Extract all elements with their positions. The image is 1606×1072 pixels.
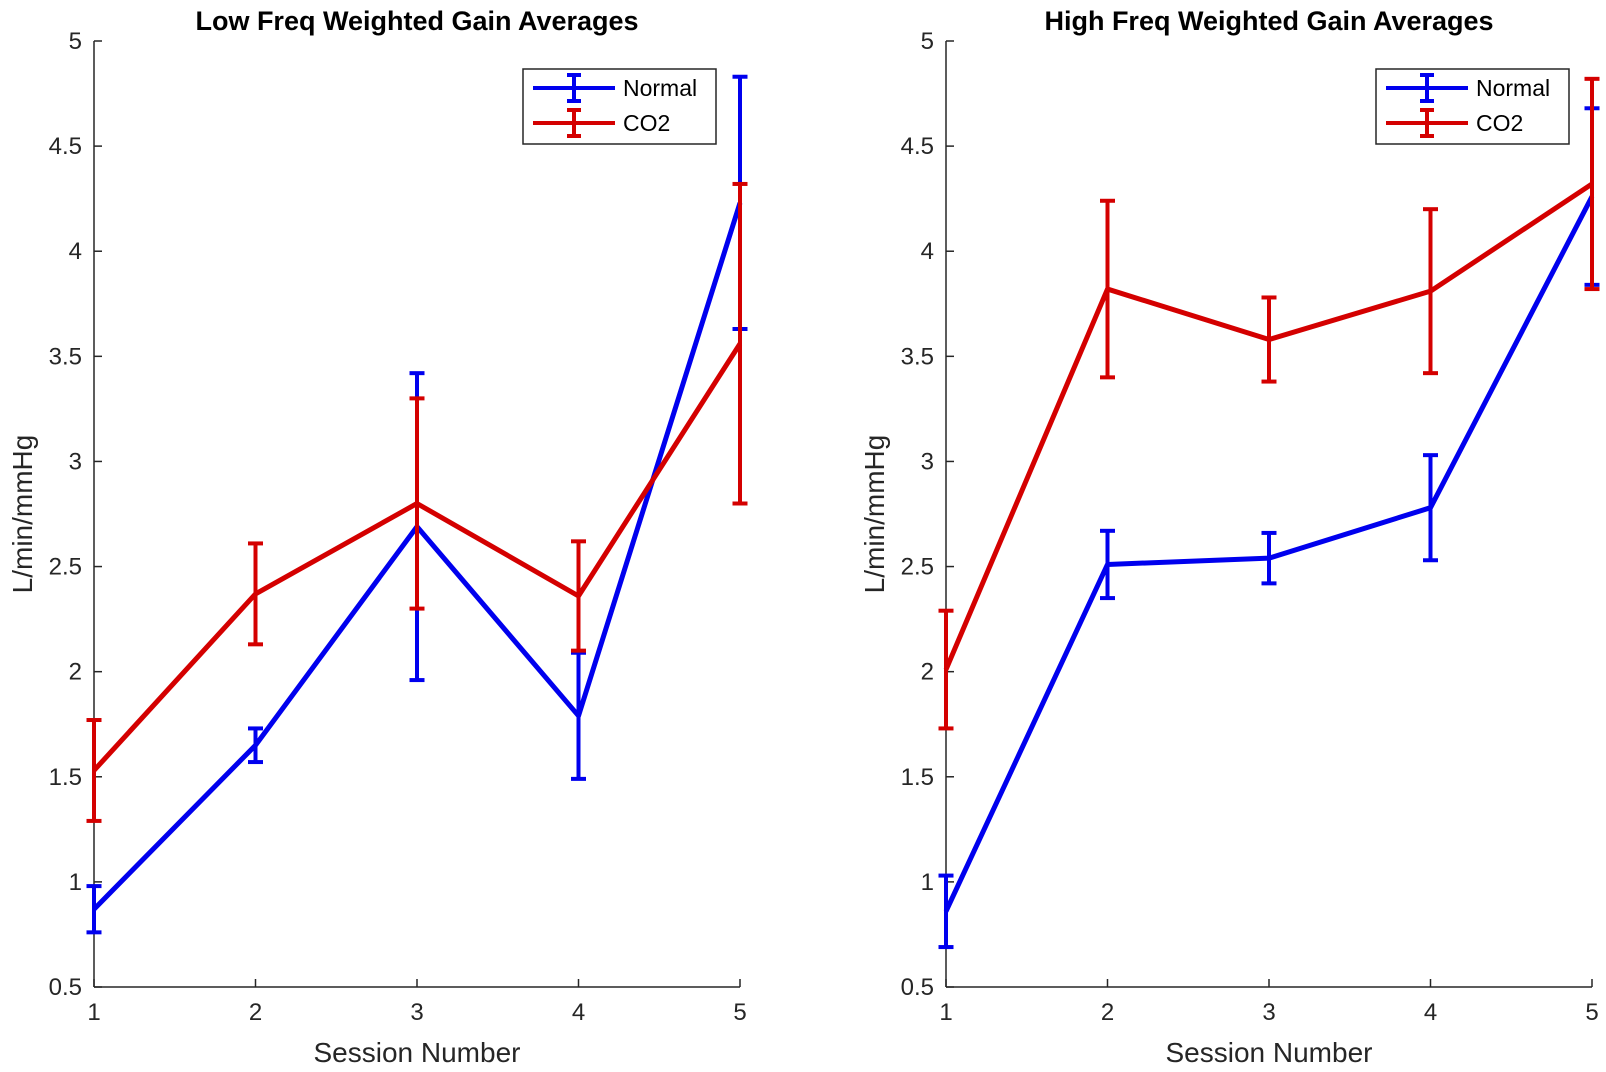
x-axis-label: Session Number [314, 1037, 521, 1068]
legend-entry-normal: Normal [623, 75, 697, 101]
legend-box [522, 68, 717, 145]
y-tick-label: 5 [69, 28, 82, 55]
error-bar [248, 541, 263, 647]
y-tick-label: 2 [69, 659, 82, 686]
error-bar [938, 608, 954, 731]
error-bar [248, 726, 263, 765]
y-tick-label: 1 [921, 869, 934, 896]
error-bar [409, 396, 425, 611]
series-normal [938, 106, 1600, 950]
error-bar [1100, 198, 1115, 380]
error-bar [86, 718, 102, 823]
y-axis-label: L/min/mmHg [859, 435, 890, 594]
chart-title: High Freq Weighted Gain Averages [1044, 6, 1493, 36]
y-tick-label: 3 [921, 448, 934, 475]
y-tick-label: 4 [69, 238, 82, 265]
x-tick-label: 5 [733, 999, 746, 1026]
legend: Normal CO2 [522, 68, 717, 145]
y-tick-label: 4.5 [901, 133, 934, 160]
x-tick-label: 2 [1101, 999, 1114, 1026]
y-tick-label: 2 [921, 659, 934, 686]
error-bar [1261, 295, 1277, 384]
y-tick-label: 1 [69, 869, 82, 896]
x-tick-label: 3 [410, 999, 423, 1026]
y-tick-label: 0.5 [901, 974, 934, 1001]
error-bar [571, 539, 586, 653]
y-tick-label: 2.5 [49, 554, 82, 581]
legend: Normal CO2 [1375, 68, 1570, 145]
x-tick-label: 1 [87, 999, 100, 1026]
y-tick-label: 0.5 [49, 974, 82, 1001]
x-tick-label: 2 [249, 999, 262, 1026]
y-tick-label: 3.5 [49, 343, 82, 370]
error-bar [1423, 453, 1438, 563]
x-tick-label: 4 [572, 999, 585, 1026]
y-tick-label: 1.5 [49, 764, 82, 791]
chart-title: Low Freq Weighted Gain Averages [195, 6, 638, 36]
y-tick-label: 2.5 [901, 554, 934, 581]
y-tick-label: 5 [921, 28, 934, 55]
series-line-co2 [943, 181, 1594, 671]
x-tick-label: 5 [1585, 999, 1598, 1026]
error-bar [1584, 76, 1600, 292]
chart-panel-2: High Freq Weighted Gain Averages0.511.52… [859, 6, 1600, 1068]
legend-box [1375, 68, 1570, 145]
y-tick-label: 4 [921, 238, 934, 265]
y-axis-label: L/min/mmHg [7, 435, 38, 594]
series-co2 [86, 181, 748, 823]
error-bar [86, 884, 102, 935]
series-co2 [938, 76, 1600, 731]
error-bar [732, 181, 748, 506]
legend-entry-co2: CO2 [623, 110, 670, 136]
legend-entry-co2: CO2 [1476, 110, 1523, 136]
legend-entry-normal: Normal [1476, 75, 1550, 101]
x-axis-label: Session Number [1166, 1037, 1373, 1068]
error-bar [1261, 530, 1277, 586]
error-bar [1100, 528, 1115, 601]
y-tick-label: 3 [69, 448, 82, 475]
x-tick-label: 1 [939, 999, 952, 1026]
y-tick-label: 3.5 [901, 343, 934, 370]
error-bar [571, 650, 586, 781]
chart-panel-1: Low Freq Weighted Gain Averages0.511.522… [7, 6, 748, 1068]
error-bar [1423, 207, 1438, 376]
x-tick-label: 3 [1262, 999, 1275, 1026]
y-tick-label: 4.5 [49, 133, 82, 160]
y-tick-label: 1.5 [901, 764, 934, 791]
x-tick-label: 4 [1424, 999, 1437, 1026]
error-bar [938, 873, 954, 950]
